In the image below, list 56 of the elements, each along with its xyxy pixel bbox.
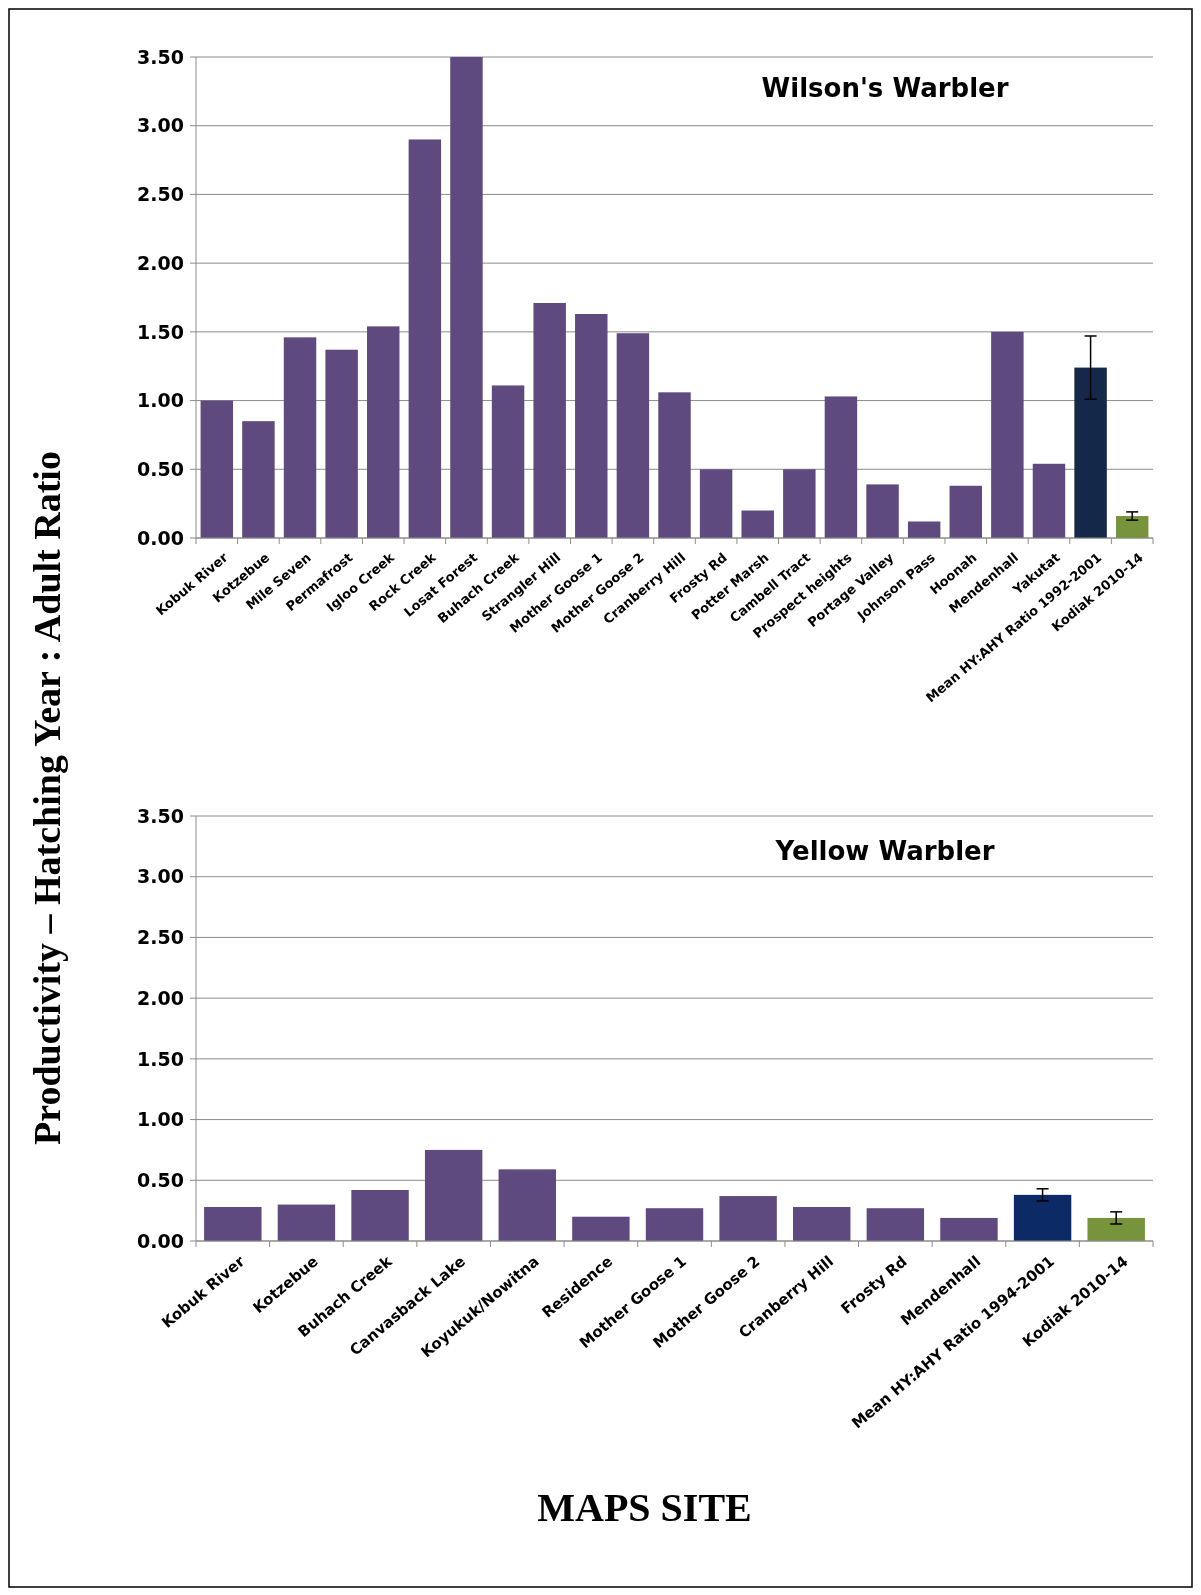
y-tick-label: 3.00 xyxy=(137,865,184,888)
bar xyxy=(1032,463,1066,538)
y-tick-label: 3.50 xyxy=(137,45,184,68)
bar xyxy=(498,1169,556,1241)
bar xyxy=(940,1217,998,1241)
bar xyxy=(907,521,941,538)
bar xyxy=(991,331,1024,538)
bar xyxy=(616,333,650,538)
bar xyxy=(450,57,483,538)
bar xyxy=(533,303,566,538)
bar xyxy=(645,1208,704,1241)
y-tick-label: 2.00 xyxy=(137,986,184,1009)
bar xyxy=(277,1204,336,1241)
y-tick-label: 2.00 xyxy=(137,251,184,274)
y-tick-label: 1.50 xyxy=(137,1047,184,1070)
bar xyxy=(866,484,899,538)
bar xyxy=(491,385,525,538)
bar xyxy=(204,1207,262,1241)
y-tick-label: 1.50 xyxy=(137,320,184,343)
y-tick-label: 0.00 xyxy=(137,526,184,549)
y-tick-label: 2.50 xyxy=(137,183,184,206)
bar xyxy=(824,396,858,538)
y-tick-label: 1.00 xyxy=(137,1108,184,1131)
bar xyxy=(1074,367,1107,538)
bar xyxy=(699,469,733,538)
y-tick-label: 1.00 xyxy=(137,389,184,412)
bar xyxy=(283,337,317,538)
bar xyxy=(325,349,358,538)
x-axis-title: MAPS SITE xyxy=(537,1485,752,1530)
bar xyxy=(408,139,442,538)
text: Wilson's Warbler xyxy=(761,73,1009,103)
bar xyxy=(351,1190,409,1241)
bar xyxy=(1013,1194,1072,1241)
bar xyxy=(575,313,608,538)
bar xyxy=(200,400,234,538)
y-axis-title: Productivity – Hatching Year : Adult Ratio xyxy=(26,451,68,1145)
bar xyxy=(424,1149,483,1241)
bar xyxy=(793,1207,851,1241)
y-tick-label: 0.00 xyxy=(137,1229,184,1252)
bar xyxy=(1115,516,1149,538)
bar xyxy=(367,326,400,538)
text: Yellow Warbler xyxy=(774,836,995,866)
bar xyxy=(949,485,982,538)
bar xyxy=(783,469,816,538)
y-tick-label: 0.50 xyxy=(137,1168,184,1191)
y-tick-label: 3.00 xyxy=(137,114,184,137)
y-tick-label: 0.50 xyxy=(137,457,184,480)
y-tick-label: 3.50 xyxy=(137,804,184,827)
y-tick-label: 2.50 xyxy=(137,926,184,949)
bar xyxy=(658,392,691,538)
bar xyxy=(242,421,275,538)
bar xyxy=(572,1216,630,1241)
bar xyxy=(741,510,774,538)
bar xyxy=(1087,1217,1145,1241)
bar xyxy=(866,1208,925,1241)
bar xyxy=(719,1196,777,1241)
